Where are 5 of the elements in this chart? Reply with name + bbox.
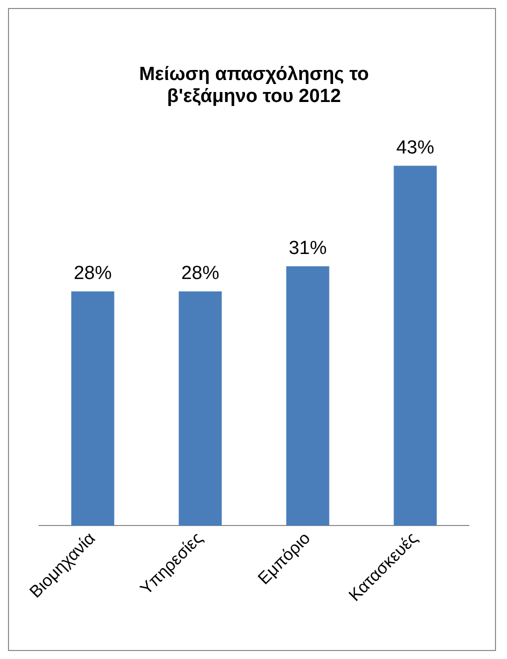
data-label: 43%	[396, 137, 434, 158]
chart-title: Μείωση απασχόλησης το β'εξάμηνο του 2012	[138, 64, 370, 108]
data-label: 31%	[288, 238, 327, 259]
data-label: 28%	[74, 263, 112, 284]
data-label: 28%	[181, 263, 220, 284]
